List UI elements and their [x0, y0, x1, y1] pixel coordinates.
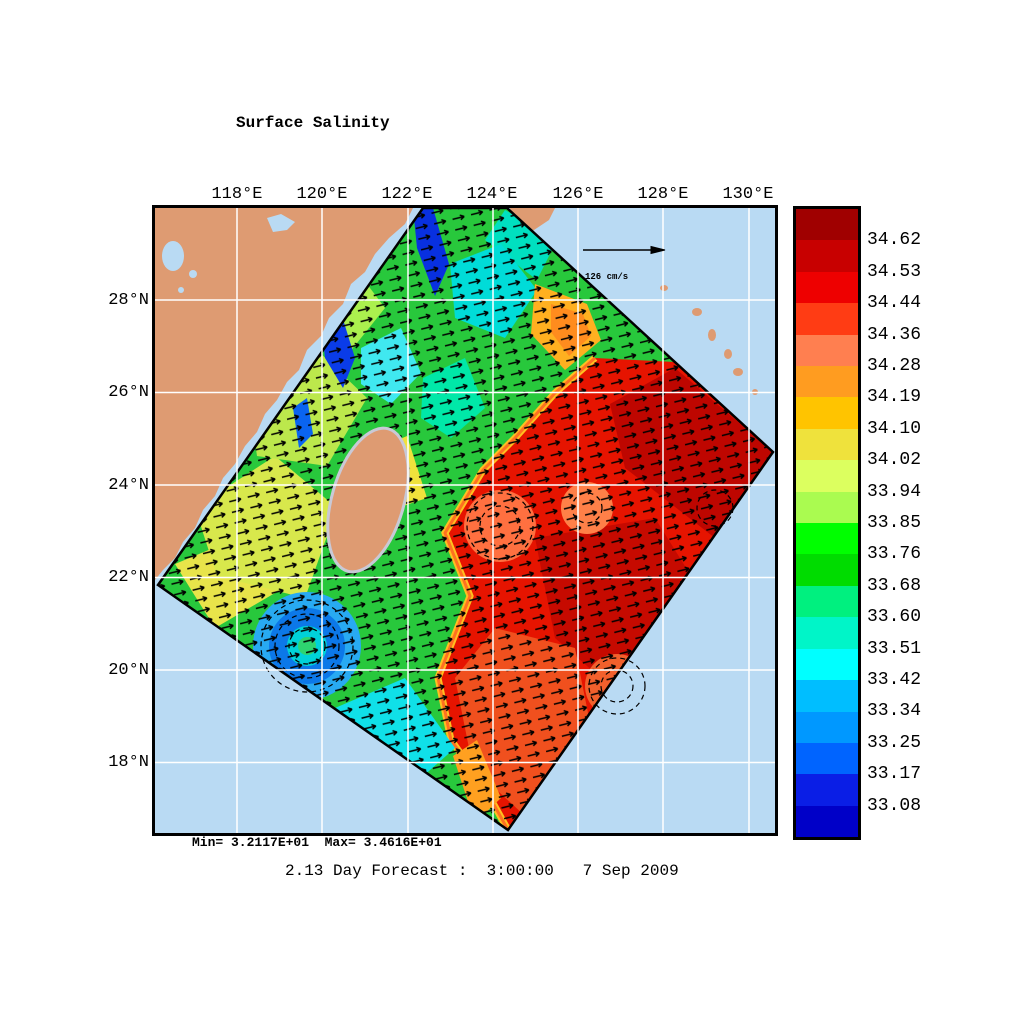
- ryukyu-islands: [660, 285, 758, 395]
- colorbar-band-7: [796, 428, 858, 461]
- lat-tick-label: 20°N: [108, 661, 149, 680]
- eddy-swirls: [260, 489, 734, 715]
- lon-tick-label: 130°E: [722, 185, 774, 204]
- colorbar-band-2: [796, 271, 858, 304]
- colorbar-band-16: [796, 711, 858, 743]
- lat-tick-label: 18°N: [108, 753, 149, 772]
- colorbar-tick-label: 34.44: [867, 293, 922, 314]
- colorbar-tick-label: 33.68: [867, 575, 922, 596]
- colorbar-band-12: [796, 585, 858, 618]
- colorbar-band-8: [796, 460, 858, 492]
- colorbar-tick-label: 33.08: [867, 795, 922, 816]
- colorbar-tick-label: 33.42: [867, 670, 922, 690]
- colorbar-tick-label: 34.28: [867, 356, 922, 376]
- current-vectors: [158, 208, 773, 830]
- colorbar-band-5: [796, 366, 858, 398]
- map-svg: [155, 208, 775, 833]
- colorbar-tick-label: 33.17: [867, 764, 922, 785]
- colorbar-band-3: [796, 303, 858, 335]
- colorbar-tick-label: 33.60: [867, 607, 922, 628]
- colorbar-band-10: [796, 523, 858, 555]
- grid-lines: [155, 208, 775, 833]
- colorbar-band-14: [796, 648, 858, 681]
- taiwan-island: [326, 426, 410, 574]
- colorbar-tick-label: 33.94: [867, 481, 922, 502]
- lat-tick-label: 26°N: [108, 383, 149, 402]
- model-domain-outline: [156, 208, 775, 832]
- colorbar-band-13: [796, 617, 858, 649]
- colorbar-tick-label: 34.02: [867, 450, 922, 471]
- colorbar-band-18: [796, 774, 858, 806]
- figure-title: Surface Salinity: [236, 114, 390, 132]
- colorbar-tick-label: 34.62: [867, 230, 922, 251]
- lat-tick-label: 28°N: [108, 291, 149, 310]
- lon-tick-label: 128°E: [637, 185, 689, 204]
- colorbar-band-17: [796, 742, 858, 775]
- lat-tick-label: 24°N: [108, 476, 149, 495]
- colorbar-band-4: [796, 334, 858, 367]
- lon-tick-label: 122°E: [381, 185, 433, 204]
- colorbar-band-1: [796, 240, 858, 272]
- inland-lakes: [162, 214, 295, 293]
- colorbar-tick-label: 33.34: [867, 701, 922, 722]
- map-panel: 126 cm/s: [152, 205, 778, 836]
- minmax-text: Min= 3.2117E+01 Max= 3.4616E+01: [192, 835, 442, 850]
- colorbar-band-19: [796, 805, 858, 838]
- colorbar-band-6: [796, 397, 858, 429]
- lon-tick-label: 120°E: [296, 185, 348, 204]
- colorbar-tick-label: 33.51: [867, 638, 922, 659]
- forecast-caption: 2.13 Day Forecast : 3:00:00 7 Sep 2009: [285, 862, 679, 880]
- colorbar-band-11: [796, 554, 858, 586]
- colorbar-tick-label: 34.19: [867, 387, 922, 408]
- colorbar-tick-label: 33.85: [867, 513, 922, 533]
- colorbar-band-9: [796, 491, 858, 524]
- colorbar-tick-label: 34.10: [867, 418, 922, 439]
- colorbar-tick-label: 34.36: [867, 324, 922, 345]
- lon-tick-label: 118°E: [211, 185, 263, 204]
- colorbar: [793, 206, 861, 840]
- colorbar-tick-label: 33.25: [867, 732, 922, 753]
- colorbar-tick-label: 34.53: [867, 261, 922, 282]
- reference-arrow: [583, 245, 666, 255]
- lat-tick-label: 22°N: [108, 568, 149, 587]
- lon-tick-label: 124°E: [466, 185, 518, 204]
- colorbar-tick-label: 33.76: [867, 544, 922, 565]
- colorbar-band-0: [796, 209, 858, 241]
- mainland-china-landmass: [155, 208, 413, 580]
- lon-tick-label: 126°E: [552, 185, 604, 204]
- vector-scale-label: 126 cm/s: [585, 272, 629, 282]
- colorbar-band-15: [796, 680, 858, 712]
